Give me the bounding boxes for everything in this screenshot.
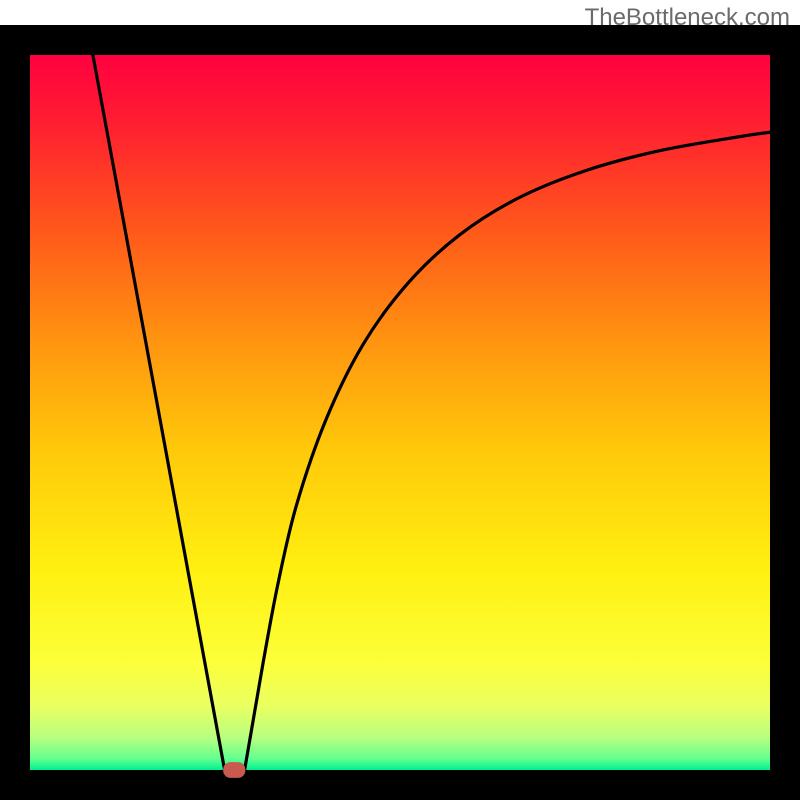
minimum-marker: [223, 762, 245, 778]
curve-right-segment: [245, 132, 770, 770]
chart-container: TheBottleneck.com: [0, 0, 800, 800]
attribution-label: TheBottleneck.com: [585, 4, 790, 32]
chart-overlay-svg: [0, 0, 800, 800]
curve-left-segment: [93, 55, 225, 770]
